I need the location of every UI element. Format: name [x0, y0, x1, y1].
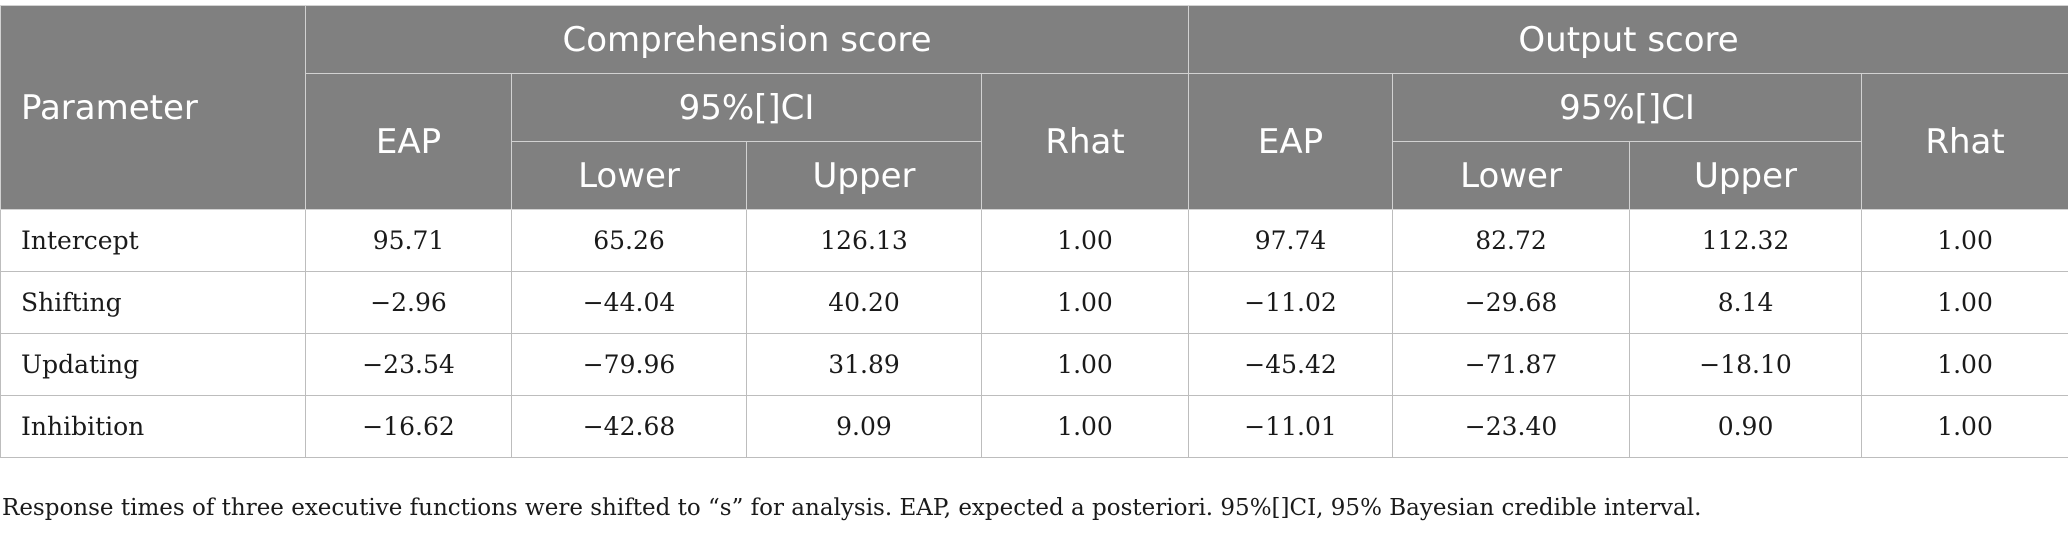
comprehension-lower-header: Lower	[511, 141, 747, 210]
table-cell: 9.09	[746, 395, 982, 458]
table-cell: 1.00	[1861, 271, 2068, 334]
results-table: Parameter Comprehension score Output sco…	[0, 5, 2068, 458]
output-eap-header: EAP	[1188, 73, 1394, 210]
table-cell: 8.14	[1629, 271, 1863, 334]
table-cell: 126.13	[746, 209, 982, 272]
table-cell: 1.00	[980, 333, 1190, 396]
table-header: Parameter Comprehension score Output sco…	[0, 5, 2068, 210]
table-cell: −11.01	[1188, 395, 1394, 458]
table-row: Updating −23.54 −79.96 31.89 1.00 −45.42…	[0, 333, 2068, 396]
row-label: Inhibition	[0, 395, 306, 458]
table-cell: 1.00	[1861, 333, 2068, 396]
table-cell: −16.62	[305, 395, 512, 458]
table-cell: 1.00	[980, 209, 1190, 272]
output-score-header: Output score	[1188, 5, 2068, 74]
table-cell: −23.40	[1392, 395, 1631, 458]
table-cell: 1.00	[980, 395, 1190, 458]
table-cell: −18.10	[1629, 333, 1863, 396]
table-cell: 1.00	[1861, 209, 2068, 272]
comprehension-score-header: Comprehension score	[304, 5, 1190, 74]
comprehension-eap-header: EAP	[305, 73, 512, 210]
table-cell: 82.72	[1392, 209, 1631, 272]
output-upper-header: Upper	[1629, 141, 1863, 210]
table-row: Inhibition −16.62 −42.68 9.09 1.00 −11.0…	[0, 395, 2068, 458]
table-row: Intercept 95.71 65.26 126.13 1.00 97.74 …	[0, 209, 2068, 272]
table-cell: −42.68	[511, 395, 747, 458]
comprehension-rhat-header: Rhat	[980, 73, 1190, 210]
table-cell: −23.54	[305, 333, 512, 396]
table-cell: 65.26	[511, 209, 747, 272]
table-row: Shifting −2.96 −44.04 40.20 1.00 −11.02 …	[0, 271, 2068, 334]
row-label: Updating	[0, 333, 306, 396]
row-label: Intercept	[0, 209, 306, 272]
output-ci-header: 95%[]CI	[1392, 73, 1863, 142]
table-cell: −79.96	[511, 333, 747, 396]
output-lower-header: Lower	[1392, 141, 1631, 210]
table-cell: −11.02	[1188, 271, 1394, 334]
table-cell: 31.89	[746, 333, 982, 396]
table-cell: 112.32	[1629, 209, 1863, 272]
comprehension-ci-header: 95%[]CI	[511, 73, 982, 142]
table-cell: 1.00	[1861, 395, 2068, 458]
output-rhat-header: Rhat	[1861, 73, 2068, 210]
table-footnote: Response times of three executive functi…	[2, 495, 1702, 521]
table-cell: −2.96	[305, 271, 512, 334]
table-cell: 40.20	[746, 271, 982, 334]
table-cell: −29.68	[1392, 271, 1631, 334]
table-cell: −45.42	[1188, 333, 1394, 396]
table-cell: 97.74	[1188, 209, 1394, 272]
comprehension-upper-header: Upper	[746, 141, 982, 210]
table-cell: −71.87	[1392, 333, 1631, 396]
row-label: Shifting	[0, 271, 306, 334]
table-cell: 95.71	[305, 209, 512, 272]
table-body: Intercept 95.71 65.26 126.13 1.00 97.74 …	[0, 209, 2068, 458]
table-cell: −44.04	[511, 271, 747, 334]
table-cell: 1.00	[980, 271, 1190, 334]
parameter-header: Parameter	[0, 5, 306, 210]
table-cell: 0.90	[1629, 395, 1863, 458]
